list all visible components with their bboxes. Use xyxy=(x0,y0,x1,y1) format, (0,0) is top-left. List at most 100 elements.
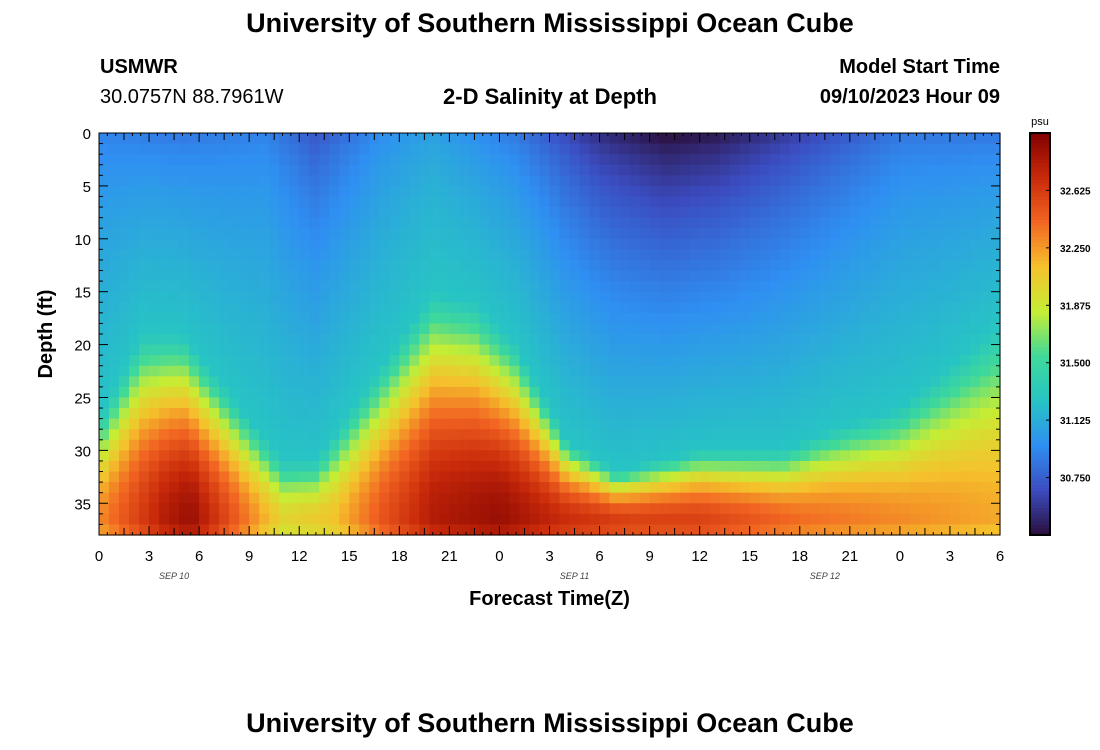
heatmap-cell xyxy=(379,207,390,219)
heatmap-cell xyxy=(179,397,190,409)
heatmap-cell xyxy=(489,291,501,303)
x-tick-label: 3 xyxy=(946,548,954,565)
heatmap-cell xyxy=(99,471,110,483)
heatmap-cell xyxy=(649,323,661,335)
heatmap-cell xyxy=(779,238,791,250)
heatmap-cell xyxy=(129,386,140,399)
heatmap-cell xyxy=(329,482,340,494)
heatmap-cell xyxy=(129,503,140,515)
heatmap-cell xyxy=(279,482,290,494)
heatmap-cell xyxy=(309,397,320,409)
heatmap-cell xyxy=(189,524,200,536)
heatmap-cell xyxy=(309,312,320,325)
colorbar-segment xyxy=(1030,461,1050,466)
heatmap-cell xyxy=(719,418,731,430)
heatmap-cell xyxy=(489,143,501,155)
heatmap-cell xyxy=(239,460,250,473)
heatmap-cell xyxy=(399,323,410,335)
heatmap-cell xyxy=(889,408,901,420)
heatmap-cell xyxy=(409,334,420,346)
heatmap-cell xyxy=(769,418,781,430)
heatmap-cell xyxy=(149,471,160,483)
heatmap-cell xyxy=(729,175,741,187)
heatmap-cell xyxy=(529,439,541,451)
colorbar-segment xyxy=(1030,387,1050,392)
heatmap-cell xyxy=(189,312,200,325)
heatmap-cell xyxy=(409,408,420,420)
heatmap-cell xyxy=(129,492,140,504)
heatmap-cell xyxy=(369,482,380,494)
heatmap-cell xyxy=(479,196,491,208)
heatmap-cell xyxy=(479,408,491,420)
heatmap-cell xyxy=(299,196,310,208)
colorbar-segment xyxy=(1030,451,1050,456)
heatmap-cell xyxy=(389,217,400,229)
heatmap-cell xyxy=(339,503,350,515)
heatmap-cell xyxy=(249,302,260,314)
heatmap-cell xyxy=(799,376,811,388)
heatmap-cell xyxy=(919,365,931,377)
heatmap-cell xyxy=(139,503,150,515)
heatmap-cell xyxy=(799,291,811,303)
heatmap-cell xyxy=(379,450,390,462)
heatmap-cell xyxy=(139,270,150,282)
heatmap-cell xyxy=(979,217,991,229)
heatmap-cell xyxy=(419,450,430,462)
heatmap-cell xyxy=(219,185,230,198)
heatmap-cell xyxy=(599,302,611,314)
heatmap-cell xyxy=(249,418,260,430)
heatmap-cell xyxy=(959,439,971,451)
heatmap-cell xyxy=(189,228,200,240)
colorbar-segment xyxy=(1030,267,1050,271)
heatmap-cell xyxy=(689,524,701,536)
heatmap-cell xyxy=(739,164,751,176)
heatmap-cell xyxy=(749,164,761,176)
heatmap-cell xyxy=(969,228,981,240)
heatmap-cell xyxy=(519,164,531,176)
heatmap-cell xyxy=(599,312,611,325)
heatmap-cell xyxy=(609,386,621,399)
heatmap-cell xyxy=(429,334,440,346)
heatmap-cell xyxy=(799,355,811,367)
heatmap-cell xyxy=(419,482,430,494)
heatmap-cell xyxy=(639,249,651,261)
heatmap-cell xyxy=(689,270,701,282)
heatmap-cell xyxy=(729,164,741,176)
heatmap-cell xyxy=(389,249,400,261)
heatmap-cell xyxy=(149,355,160,367)
heatmap-cell xyxy=(269,344,280,356)
heatmap-cell xyxy=(109,513,120,526)
heatmap-cell xyxy=(609,291,621,303)
heatmap-cell xyxy=(879,175,891,187)
heatmap-cell xyxy=(799,164,811,176)
heatmap-cell xyxy=(919,281,931,293)
heatmap-cell xyxy=(809,281,821,293)
colorbar-segment xyxy=(1030,226,1050,231)
heatmap-cell xyxy=(249,429,260,441)
heatmap-cell xyxy=(839,492,851,504)
heatmap-cell xyxy=(719,259,731,272)
heatmap-cell xyxy=(339,312,350,325)
heatmap-cell xyxy=(379,312,390,325)
heatmap-cell xyxy=(439,471,450,483)
heatmap-cell xyxy=(189,302,200,314)
heatmap-cell xyxy=(289,482,300,494)
heatmap-cell xyxy=(269,418,280,430)
heatmap-cell xyxy=(909,355,921,367)
colorbar-segment xyxy=(1030,364,1050,369)
heatmap-cell xyxy=(749,281,761,293)
heatmap-cell xyxy=(949,249,961,261)
heatmap-cell xyxy=(519,185,531,198)
heatmap-cell xyxy=(579,270,591,282)
heatmap-cell xyxy=(779,365,791,377)
heatmap-cell xyxy=(189,259,200,272)
heatmap-cell xyxy=(859,143,871,155)
heatmap-cell xyxy=(839,429,851,441)
heatmap-cell xyxy=(669,439,681,451)
heatmap-cell xyxy=(679,164,691,176)
heatmap-cell xyxy=(439,323,450,335)
heatmap-cell xyxy=(419,418,430,430)
heatmap-cell xyxy=(199,175,210,187)
heatmap-cell xyxy=(429,503,440,515)
heatmap-cell xyxy=(639,238,651,250)
